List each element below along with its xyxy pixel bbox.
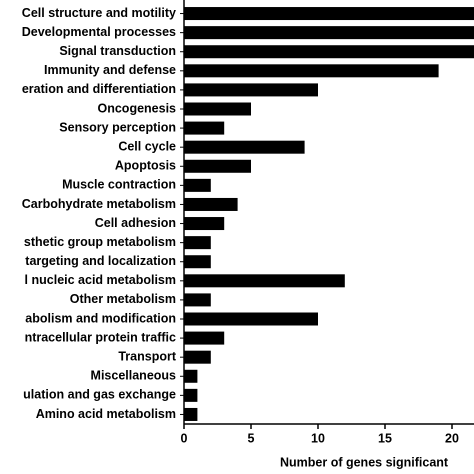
bar [184,64,439,78]
x-tick-label: 20 [445,431,459,445]
bar [184,331,225,345]
y-tick-label: Muscle contraction [62,178,176,192]
y-tick-label: Developmental processes [22,25,176,39]
y-tick-label: Cell adhesion [95,216,176,230]
y-tick-label: Oncogenesis [98,101,177,115]
x-tick-label: 5 [248,431,255,445]
bar [184,159,251,173]
x-tick-label: 10 [311,431,325,445]
bar [184,255,211,269]
bar [184,236,211,250]
y-tick-label: ntracellular protein traffic [25,330,176,344]
bar [184,312,318,326]
bar [184,407,198,421]
y-tick-label: Sensory perception [59,120,176,134]
y-tick-label: Cell cycle [118,139,176,153]
y-tick-label: sthetic group metabolism [24,235,176,249]
bar [184,197,238,211]
bar [184,83,318,97]
bar [184,217,225,231]
x-axis-label: Number of genes significant [280,455,449,469]
y-tick-label: Cell structure and motility [22,6,176,20]
bar [184,388,198,402]
y-tick-label: Miscellaneous [91,369,176,383]
bar [184,140,305,154]
bar [184,369,198,383]
x-tick-label: 15 [378,431,392,445]
bar [184,121,225,135]
y-tick-label: eration and differentiation [22,82,176,96]
bar [184,293,211,307]
bar [184,350,211,364]
y-tick-label: targeting and localization [25,254,176,268]
y-tick-label: ulation and gas exchange [23,388,176,402]
y-tick-label: abolism and modification [25,311,176,325]
y-tick-label: Transport [118,349,176,363]
y-tick-label: Signal transduction [59,44,176,58]
y-tick-label: Other metabolism [70,292,176,306]
y-tick-label: Immunity and defense [44,63,176,77]
y-tick-label: Carbohydrate metabolism [22,197,176,211]
bar [184,274,345,288]
x-tick-label: 0 [181,431,188,445]
y-tick-label: Apoptosis [115,159,176,173]
y-tick-label: Amino acid metabolism [36,407,176,421]
y-tick-label: l nucleic acid metabolism [25,273,176,287]
bar [184,7,474,21]
bar [184,26,474,40]
bar [184,45,474,59]
bar [184,178,211,192]
bar [184,102,251,116]
